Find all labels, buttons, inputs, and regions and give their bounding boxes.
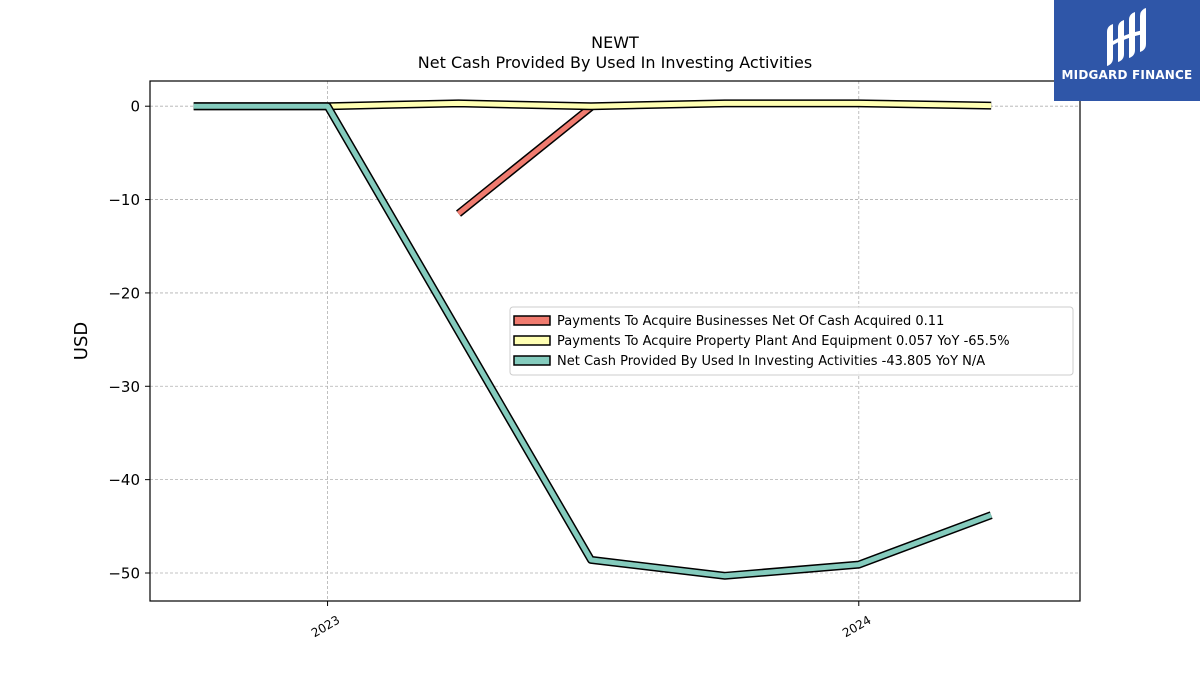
y-tick-label: −10 [108,191,140,209]
series-line-0 [456,105,593,216]
brand-logo: MIDGARD FINANCE [1054,0,1200,101]
y-tick-label: −20 [108,284,140,302]
chart-subtitle: Net Cash Provided By Used In Investing A… [418,53,812,72]
y-axis-label: USD [71,322,92,360]
y-tick-label: −30 [108,378,140,396]
series-layer [193,99,993,580]
legend-label-1: Payments To Acquire Property Plant And E… [557,334,1010,349]
chart-title: NEWT [591,33,639,52]
legend-swatch-2 [513,355,551,366]
brand-logo-mark-icon [1107,8,1146,66]
legend-swatch-1 [513,335,551,346]
y-tick-label: −50 [108,564,140,582]
legend-label-2: Net Cash Provided By Used In Investing A… [557,354,985,369]
legend: Payments To Acquire Businesses Net Of Ca… [509,306,1074,376]
legend-label-0: Payments To Acquire Businesses Net Of Ca… [557,314,944,329]
plot-frame [149,80,1081,602]
y-tick-label: 0 [130,98,140,116]
legend-box [509,306,1074,376]
legend-swatch-0 [513,315,551,326]
series-line-2 [193,103,993,579]
x-tick-label: 2024 [840,613,873,640]
y-tick-label: −40 [108,471,140,489]
brand-name: MIDGARD FINANCE [1061,68,1193,82]
x-tick-label: 2023 [309,613,342,640]
grid-lines [150,81,1080,601]
